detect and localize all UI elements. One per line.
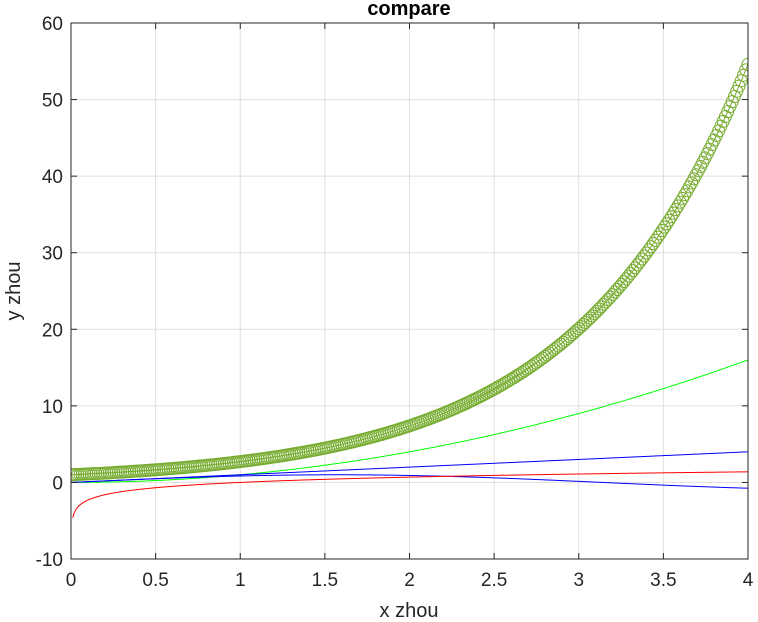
- data-point: [651, 230, 665, 244]
- data-point: [741, 57, 748, 71]
- x-tick-label: 2: [404, 570, 415, 591]
- data-point: [579, 315, 593, 329]
- x-tick-label: 3: [573, 570, 584, 591]
- data-point: [646, 237, 660, 251]
- y-tick-label: 30: [42, 244, 63, 265]
- series-sin(x): [71, 474, 748, 489]
- data-point: [612, 280, 626, 294]
- data-point: [597, 297, 611, 311]
- data-point: [527, 358, 541, 372]
- data-point: [533, 353, 547, 367]
- series-line: [71, 359, 748, 483]
- data-point: [662, 213, 676, 227]
- y-axis-label: y zhou: [3, 262, 25, 321]
- x-tick-label: 1: [235, 570, 246, 591]
- data-point: [678, 188, 692, 202]
- data-point: [531, 354, 545, 368]
- data-point: [520, 362, 534, 376]
- data-point: [655, 224, 669, 238]
- y-tick-label: 60: [42, 14, 63, 35]
- data-point: [676, 191, 690, 205]
- x-tick-label: 3.5: [650, 570, 676, 591]
- series-line: [72, 471, 748, 518]
- data-point: [671, 199, 685, 213]
- data-point: [736, 68, 748, 82]
- x-tick-label: 1.5: [312, 570, 338, 591]
- data-point: [599, 295, 613, 309]
- data-point: [540, 348, 554, 362]
- data-point: [545, 344, 559, 358]
- data-point: [585, 309, 599, 323]
- data-point: [509, 370, 523, 384]
- data-point: [590, 304, 604, 318]
- series-layer: [71, 57, 748, 518]
- data-point: [522, 361, 536, 375]
- series-line: [71, 474, 748, 489]
- data-point: [669, 203, 683, 217]
- data-point: [529, 356, 543, 370]
- data-point: [658, 220, 671, 234]
- data-point: [524, 359, 538, 373]
- data-point: [648, 233, 662, 247]
- data-point: [734, 74, 748, 88]
- data-point: [515, 365, 529, 379]
- series-line: [71, 64, 748, 476]
- data-point: [511, 368, 525, 382]
- data-point: [536, 351, 550, 365]
- data-point: [592, 302, 606, 316]
- data-point: [644, 240, 658, 254]
- x-tick-label: 0: [66, 570, 77, 591]
- data-point: [606, 288, 620, 302]
- data-point: [581, 313, 595, 327]
- x-axis-label: x zhou: [380, 600, 439, 622]
- data-point: [608, 285, 622, 299]
- series-exp(x): [71, 57, 748, 482]
- data-point: [538, 350, 552, 364]
- data-point: [583, 311, 597, 325]
- y-tick-label: 0: [52, 473, 63, 494]
- data-point: [542, 346, 556, 360]
- x-tick-label: 0.5: [142, 570, 168, 591]
- chart-title: compare: [367, 0, 450, 20]
- data-point: [660, 217, 674, 231]
- data-point: [601, 293, 615, 307]
- data-point: [71, 468, 78, 482]
- data-point: [513, 367, 527, 381]
- data-point: [673, 195, 687, 209]
- series-ln(x): [72, 471, 748, 518]
- y-tick-label: 20: [42, 320, 63, 341]
- data-point: [732, 79, 746, 93]
- y-tick-label: 10: [42, 397, 63, 418]
- data-point: [610, 283, 624, 296]
- data-point: [739, 63, 748, 77]
- data-point: [588, 307, 602, 321]
- y-tick-label: 50: [42, 91, 63, 112]
- data-point: [547, 343, 561, 357]
- x-tick-label: 2.5: [481, 570, 507, 591]
- data-point: [680, 184, 694, 198]
- data-point: [603, 290, 617, 304]
- y-tick-label: -10: [36, 550, 63, 571]
- data-point: [685, 176, 699, 190]
- x-tick-label: 4: [743, 570, 754, 591]
- data-point: [594, 300, 608, 314]
- y-tick-label: 40: [42, 167, 63, 188]
- data-point: [682, 180, 696, 194]
- data-point: [518, 364, 532, 378]
- data-point: [664, 210, 678, 224]
- series-x^2: [71, 359, 748, 483]
- data-point: [667, 206, 681, 220]
- data-point: [653, 227, 667, 241]
